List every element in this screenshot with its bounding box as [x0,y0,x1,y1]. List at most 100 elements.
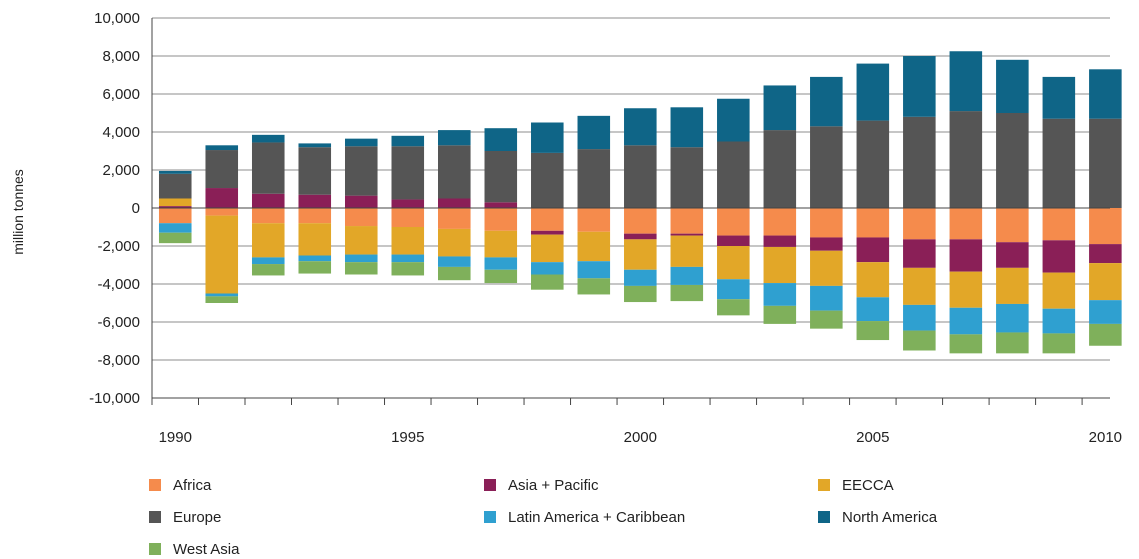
bar-2003-africa [763,208,797,236]
bar-1990-latin-america-caribbean [158,223,192,233]
bar-2002-north-america [717,98,750,142]
bar-2004-eecca [810,250,843,286]
bar-2006-eecca [903,267,936,305]
bar-1997-west-asia [484,269,518,284]
bar-2000-africa [624,208,657,234]
bar-2007-eecca [949,271,983,308]
bar-2001-africa [670,208,704,234]
y-tick-label: -2,000 [97,238,140,255]
bar-1993-west-asia [298,261,332,274]
bar-1995-eecca [391,227,425,255]
bar-1997-africa [484,208,518,231]
bar-1999-eecca [577,231,611,262]
bar-2005-latin-america-caribbean [856,297,890,322]
bar-2010-eecca [1089,263,1122,301]
bar-2001-asia-pacific [670,233,704,236]
bar-1999-africa [577,208,611,232]
bar-1991-latin-america-caribbean [205,293,239,297]
bar-2002-latin-america-caribbean [717,279,750,300]
bar-1991-west-asia [205,296,239,303]
y-tick-label: 0 [132,200,140,217]
bar-2000-europe [624,145,657,208]
bar-1994-asia-pacific [344,195,378,208]
y-tick-label: -6,000 [97,314,140,331]
bar-2007-latin-america-caribbean [949,307,983,335]
y-tick-labels: -10,000 -8,000 -6,000 -4,000 -2,000 0 2,000 4,0… [89,10,140,407]
bar-2004-latin-america-caribbean [810,285,843,311]
y-tick-label: 8,000 [102,48,140,65]
bar-1994-africa [344,208,378,227]
bar-1998-west-asia [531,274,564,290]
bar-1994-north-america [344,138,378,147]
bar-2005-west-asia [856,321,890,341]
bar-2007-africa [949,208,983,240]
bar-1995-africa [391,208,425,227]
x-tick-label: 2010 [1089,429,1122,446]
bar-2007-west-asia [949,334,983,354]
x-tick-label: 2000 [624,429,657,446]
x-tick-labels: 1990 1995 2000 2005 2010 [159,429,1122,446]
bar-2005-africa [856,208,890,238]
y-tick-label: -4,000 [97,276,140,293]
bar-2008-europe [996,113,1029,208]
bar-1996-latin-america-caribbean [438,256,471,267]
bar-2006-latin-america-caribbean [903,304,936,331]
bar-2004-asia-pacific [810,237,843,251]
bar-2004-west-asia [810,310,843,329]
bars [158,51,1122,354]
bar-1995-west-asia [391,262,425,276]
bar-2001-north-america [670,107,704,148]
bar-2002-europe [717,141,750,208]
bar-1993-latin-america-caribbean [298,255,332,262]
bar-2008-asia-pacific [996,242,1029,268]
bar-2005-europe [856,120,890,208]
bar-1990-africa [158,208,192,224]
bar-1992-africa [251,208,285,224]
bar-1992-asia-pacific [251,193,285,208]
bar-1991-eecca [205,215,239,294]
bar-1995-europe [391,146,425,200]
bar-2009-west-asia [1042,333,1076,354]
bar-2008-west-asia [996,332,1029,354]
bar-2003-north-america [763,85,797,131]
bar-1998-asia-pacific [531,230,564,235]
bar-1990-europe [158,173,192,199]
axes [151,18,1110,405]
bar-2002-west-asia [717,299,750,316]
y-tick-label: 6,000 [102,86,140,103]
bar-2002-africa [717,208,750,236]
bar-1993-asia-pacific [298,194,332,208]
y-tick-label: 4,000 [102,124,140,141]
bar-2000-west-asia [624,285,657,303]
bar-2001-west-asia [670,284,704,302]
bar-1995-asia-pacific [391,199,425,208]
bar-2002-eecca [717,246,750,280]
bar-2001-latin-america-caribbean [670,266,704,285]
bar-1990-eecca [158,198,192,207]
bar-2006-europe [903,116,936,208]
bar-1997-latin-america-caribbean [484,257,518,270]
bar-2010-west-asia [1089,323,1122,346]
bar-2010-latin-america-caribbean [1089,300,1122,324]
bar-1999-north-america [577,115,611,150]
bar-2006-north-america [903,56,936,117]
bar-2008-north-america [996,59,1029,113]
bar-1999-europe [577,149,611,208]
bar-1991-asia-pacific [205,188,239,208]
bar-1998-north-america [531,122,564,153]
bar-2009-latin-america-caribbean [1042,308,1076,334]
bar-2009-asia-pacific [1042,240,1076,273]
bar-1998-eecca [531,234,564,263]
bar-2006-west-asia [903,330,936,351]
bar-2008-latin-america-caribbean [996,303,1029,333]
bar-1994-west-asia [344,262,378,275]
bar-1992-north-america [251,134,285,143]
bar-1997-asia-pacific [484,202,518,208]
bar-1999-west-asia [577,278,611,295]
bar-2010-north-america [1089,69,1122,119]
bar-1993-africa [298,208,332,224]
bar-2009-eecca [1042,272,1076,309]
bar-2002-asia-pacific [717,235,750,246]
bar-2000-eecca [624,239,657,270]
bar-2006-asia-pacific [903,239,936,268]
